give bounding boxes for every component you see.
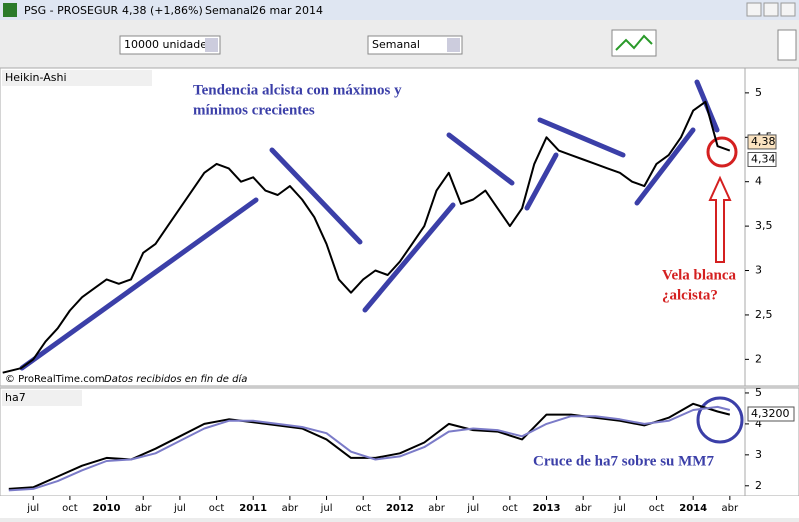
- note: Datos recibidos en fin de día: [104, 373, 247, 385]
- annotation: Vela blanca: [662, 267, 737, 283]
- annotation: mínimos crecientes: [193, 102, 315, 118]
- x-tick-label: 2013: [533, 503, 561, 514]
- y-tick-label: 3,5: [755, 219, 773, 232]
- y-tick-label: 4: [755, 175, 762, 188]
- source: © ProRealTime.com: [5, 374, 105, 385]
- x-tick-label: jul: [613, 503, 626, 514]
- last-value-box: [747, 134, 777, 150]
- timeframe-select[interactable]: [367, 35, 463, 55]
- annotation: Cruce de ha7 sobre su MM7: [533, 453, 714, 469]
- quantity-select[interactable]: [119, 35, 221, 55]
- x-tick-label: 2012: [386, 503, 414, 514]
- time-axis: [0, 496, 799, 518]
- x-tick-label: abr: [135, 503, 152, 514]
- highlight-circle: [696, 396, 744, 444]
- trend-line: [362, 202, 456, 313]
- x-tick-label: jul: [26, 503, 39, 514]
- x-tick-label: oct: [649, 503, 665, 514]
- panel-header: [2, 390, 82, 406]
- title-bar: [0, 0, 799, 20]
- x-tick-label: abr: [722, 503, 739, 514]
- x-tick-label: jul: [466, 503, 479, 514]
- window-buttons: [746, 2, 796, 17]
- indicator-axis: [744, 387, 799, 497]
- timeframe: Semanal: [372, 38, 420, 51]
- side-button[interactable]: [777, 29, 797, 61]
- trend-line: [19, 197, 259, 371]
- panel-title: ha7: [5, 391, 26, 404]
- last-value-box: [747, 151, 777, 167]
- x-tick-label: 2011: [239, 503, 267, 514]
- indicator-button[interactable]: [611, 29, 657, 57]
- trend-lines: [19, 79, 720, 371]
- date: 26 mar 2014: [252, 4, 323, 17]
- icon: [615, 34, 653, 51]
- maximize[interactable]: [763, 2, 779, 17]
- panel-title: Heikin-Ashi: [5, 71, 67, 84]
- y-tick-label: 5: [755, 386, 762, 399]
- y-tick-label: 5: [755, 86, 762, 99]
- symbol: PSG - PROSEGUR: [24, 4, 119, 17]
- last-value-label: 4,34: [751, 152, 776, 165]
- x-tick-label: abr: [575, 503, 592, 514]
- trend-line: [269, 147, 363, 245]
- trend-line: [634, 127, 696, 206]
- y-tick-label: 2,5: [755, 308, 773, 321]
- indicator-panel: [0, 387, 746, 497]
- dropdown-arrow: [447, 38, 460, 52]
- annotation: ¿alcista?: [662, 287, 718, 303]
- x-tick-label: abr: [428, 503, 445, 514]
- app-icon: [3, 3, 17, 17]
- x-tick-label: 2010: [93, 503, 121, 514]
- minimize[interactable]: [746, 2, 762, 17]
- dropdown-arrow: [205, 38, 218, 52]
- x-tick-label: oct: [355, 503, 371, 514]
- x-tick-label: 2014: [679, 503, 707, 514]
- trend-line: [537, 117, 626, 158]
- last-value-box: [747, 406, 795, 422]
- period: Semanal: [205, 4, 253, 17]
- y-tick-label: 2: [755, 479, 762, 492]
- y-tick-label: 3: [755, 264, 762, 277]
- y-tick-label: 4: [755, 417, 762, 430]
- quantity: 10000 unidades: [124, 38, 213, 51]
- x-tick-label: oct: [62, 503, 78, 514]
- y-tick-label: 3: [755, 448, 762, 461]
- quote: 4,38 (+1,86%): [122, 4, 203, 17]
- annotation: Tendencia alcista con máximos y: [193, 82, 402, 98]
- price-axis: [744, 67, 799, 387]
- close[interactable]: [780, 2, 796, 17]
- panel-header: [2, 70, 152, 86]
- last-value-label: 4,3200: [751, 407, 790, 420]
- series-line: [2, 100, 731, 374]
- arrow: [708, 175, 732, 263]
- last-value-label: 4,38: [751, 135, 776, 148]
- x-tick-label: abr: [282, 503, 299, 514]
- x-tick-label: jul: [320, 503, 333, 514]
- x-tick-label: oct: [209, 503, 225, 514]
- trend-line: [446, 132, 515, 186]
- x-tick-label: jul: [173, 503, 186, 514]
- highlight-circle: [706, 136, 738, 168]
- price-panel: [0, 67, 746, 387]
- trend-line: [524, 152, 559, 211]
- x-tick-label: oct: [502, 503, 518, 514]
- series-line: [8, 405, 731, 492]
- y-tick-label: 2: [755, 352, 762, 365]
